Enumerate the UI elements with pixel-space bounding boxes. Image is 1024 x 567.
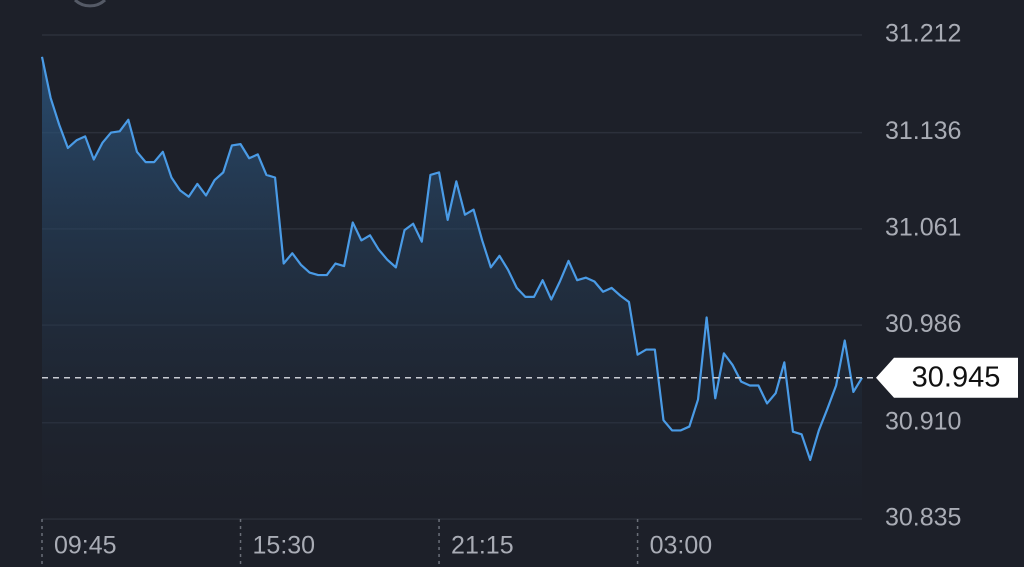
x-tick-label: 21:15 xyxy=(451,532,514,560)
x-tick-label: 03:00 xyxy=(650,532,713,560)
y-tick-label: 31.061 xyxy=(885,213,961,241)
y-tick-label: 31.136 xyxy=(885,117,961,145)
x-tick-label: 09:45 xyxy=(54,532,117,560)
area-fill xyxy=(42,56,862,519)
x-tick-label: 15:30 xyxy=(253,532,316,560)
y-tick-label: 30.986 xyxy=(885,310,961,338)
y-tick-label: 30.910 xyxy=(885,407,961,435)
last-value-label: 30.945 xyxy=(912,361,1001,393)
y-tick-label: 31.212 xyxy=(885,20,961,48)
last-value-tag xyxy=(876,357,1018,398)
decoration xyxy=(73,0,107,8)
y-tick-label: 30.835 xyxy=(885,504,961,532)
price-line xyxy=(40,56,863,462)
